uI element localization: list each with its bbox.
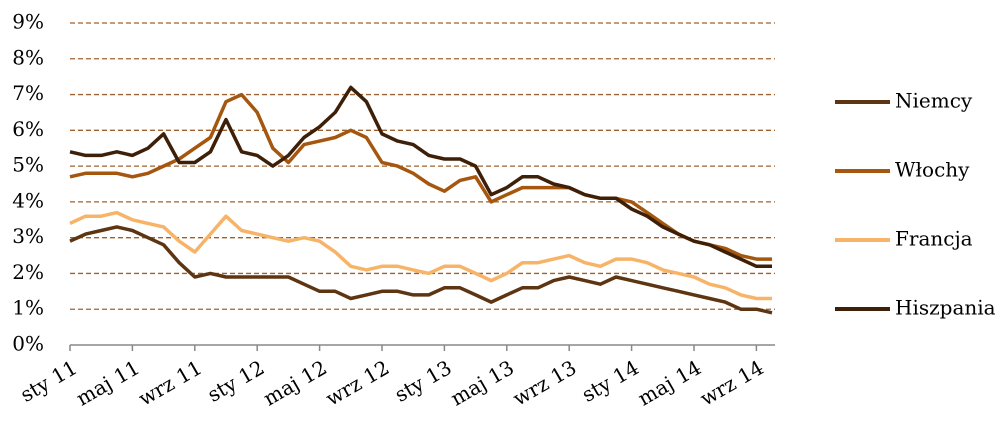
legend-label: Francja	[895, 227, 973, 251]
legend-label: Włochy	[895, 158, 970, 182]
x-tick-label: maj 13	[446, 355, 518, 410]
y-tick-label: 2%	[12, 260, 44, 284]
legend-label: Niemcy	[895, 89, 973, 113]
x-tick-label: maj 14	[634, 355, 706, 410]
x-tick-label: wrz 14	[696, 355, 768, 410]
legend-label: Hiszpania	[895, 296, 996, 320]
x-tick-label: sty 14	[578, 355, 643, 406]
x-tick-label: wrz 13	[509, 355, 581, 410]
y-tick-label: 4%	[12, 188, 44, 212]
y-tick-label: 8%	[12, 45, 44, 69]
y-tick-label: 5%	[12, 153, 44, 177]
y-tick-label: 9%	[12, 10, 44, 34]
series-line	[69, 85, 772, 269]
series-line	[69, 92, 772, 261]
series-line	[69, 225, 773, 315]
y-tick-label: 1%	[12, 296, 44, 320]
x-tick-label: sty 13	[390, 355, 455, 406]
y-tick-label: 0%	[12, 332, 44, 356]
x-tick-label: wrz 12	[321, 355, 393, 410]
y-tick-label: 7%	[12, 81, 44, 105]
x-tick-label: maj 12	[259, 355, 331, 410]
x-tick-label: sty 11	[16, 355, 81, 406]
series-line	[69, 210, 772, 301]
y-tick-label: 3%	[12, 224, 44, 248]
y-tick-label: 6%	[12, 117, 44, 141]
x-tick-label: maj 11	[72, 355, 144, 410]
x-tick-label: wrz 11	[134, 355, 206, 410]
x-tick-label: sty 12	[203, 355, 268, 406]
